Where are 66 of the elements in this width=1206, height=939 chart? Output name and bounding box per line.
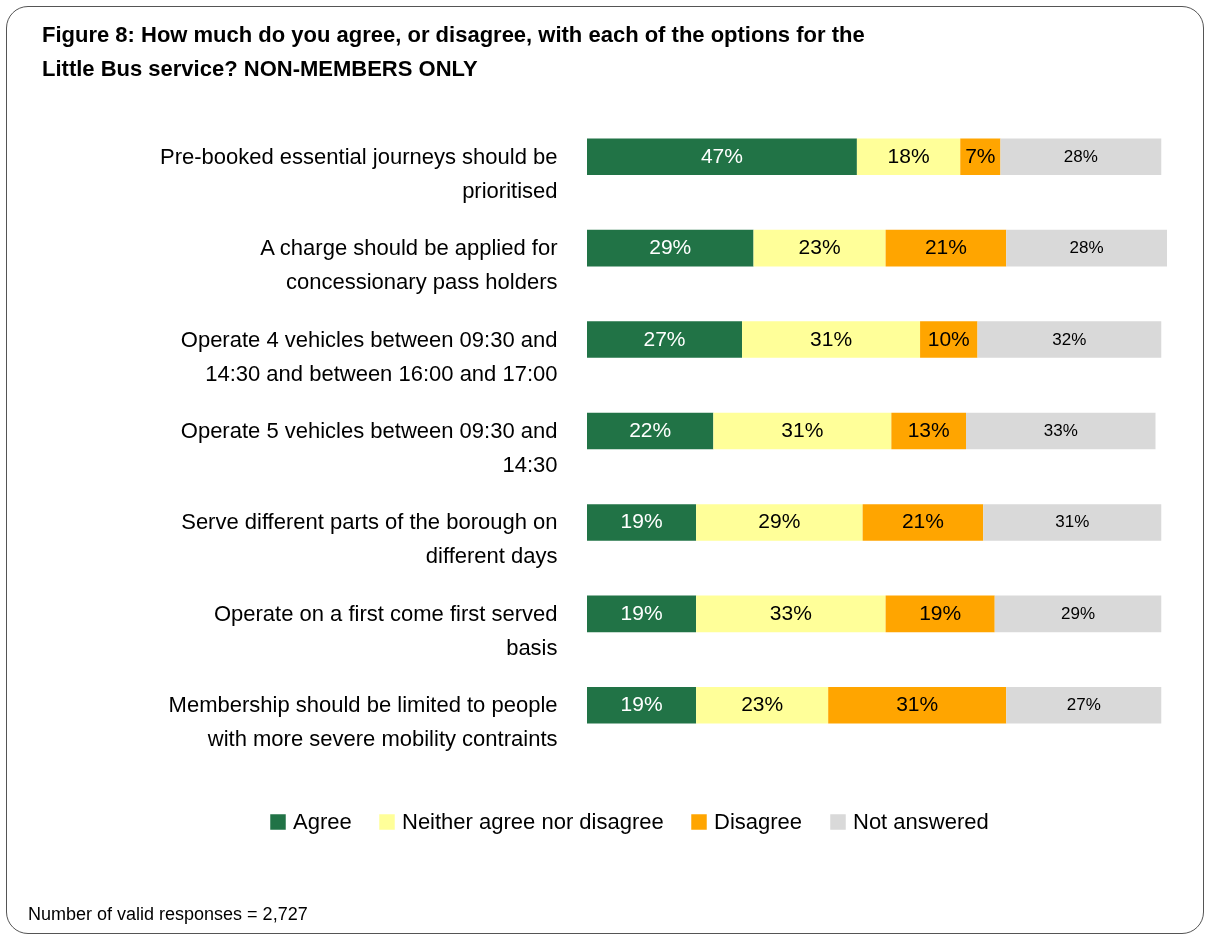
y-tick-label: A charge should be applied for concessionary pass holders xyxy=(260,235,558,295)
bar xyxy=(587,687,697,724)
data-label: 21% xyxy=(924,235,967,259)
bar xyxy=(983,504,1162,541)
y-tick-label: Operate on a first come first served basis xyxy=(213,600,558,660)
data-label: 29% xyxy=(649,235,692,259)
bar xyxy=(856,138,961,175)
data-label: 31% xyxy=(810,326,853,350)
legend-label: Neither agree nor disagree xyxy=(402,809,664,834)
bar xyxy=(753,229,886,267)
bar xyxy=(977,321,1162,358)
legend-label: Agree xyxy=(293,809,352,834)
bar xyxy=(885,595,995,633)
data-label: 23% xyxy=(798,235,841,259)
data-label: 28% xyxy=(1063,146,1098,166)
y-tick-label: Operate 5 vehicles between 09:30 and 14:30 xyxy=(180,418,558,477)
bar xyxy=(862,504,984,541)
bar xyxy=(713,412,892,450)
data-label: 7% xyxy=(965,143,996,167)
data-label: 10% xyxy=(927,326,970,350)
y-tick-label: Pre-booked essential journeys should be prioritised xyxy=(160,143,558,203)
bar xyxy=(587,138,857,175)
bar xyxy=(1000,138,1162,175)
bar xyxy=(1006,229,1167,267)
data-label: 29% xyxy=(1060,603,1096,623)
bar xyxy=(587,321,743,358)
bar xyxy=(885,229,1007,267)
data-label: 18% xyxy=(887,143,930,167)
bar xyxy=(742,321,921,358)
data-label: 13% xyxy=(907,418,950,441)
y-tick-label: Serve different parts of the borough on different days xyxy=(181,509,558,569)
bar xyxy=(1006,687,1162,724)
bar xyxy=(587,504,697,541)
data-label: 27% xyxy=(643,326,686,350)
legend-label: Not answered xyxy=(853,809,989,834)
data-label: 19% xyxy=(919,600,962,624)
data-label: 31% xyxy=(1055,512,1090,532)
data-label: 27% xyxy=(1066,695,1101,715)
data-label: 32% xyxy=(1052,329,1087,349)
chart-title: Figure 8: How much do you agree, or disagree, with each of the options for the Little Bus service? NON-MEMBERS ONLY xyxy=(42,22,865,81)
y-tick-label: Membership should be limited to people with more severe mobility contraints xyxy=(168,692,558,752)
data-label: 21% xyxy=(901,509,944,533)
data-label: 19% xyxy=(620,509,663,533)
bar xyxy=(696,504,863,541)
bar xyxy=(587,229,754,267)
bar xyxy=(966,412,1156,450)
data-label: 31% xyxy=(781,418,824,441)
bar xyxy=(994,595,1162,633)
bar xyxy=(587,412,714,450)
data-label: 47% xyxy=(700,143,743,167)
bar xyxy=(696,595,886,633)
data-label: 19% xyxy=(620,692,663,716)
data-label: 31% xyxy=(896,692,939,716)
text: Number of valid responses = 2,727 xyxy=(28,904,308,925)
data-label: 23% xyxy=(741,692,784,716)
data-label: 28% xyxy=(1069,238,1104,258)
data-label: 33% xyxy=(1043,421,1078,440)
data-label: 19% xyxy=(620,600,663,624)
bar xyxy=(828,687,1007,724)
data-label: 33% xyxy=(769,600,812,624)
legend-label: Disagree xyxy=(714,809,803,834)
bar xyxy=(696,687,829,724)
data-label: 29% xyxy=(758,509,801,533)
data-label: 22% xyxy=(629,418,672,441)
bar xyxy=(587,595,697,633)
y-tick-label: Operate 4 vehicles between 09:30 and 14:30 and between 16:00 and 17:00 xyxy=(180,326,558,386)
